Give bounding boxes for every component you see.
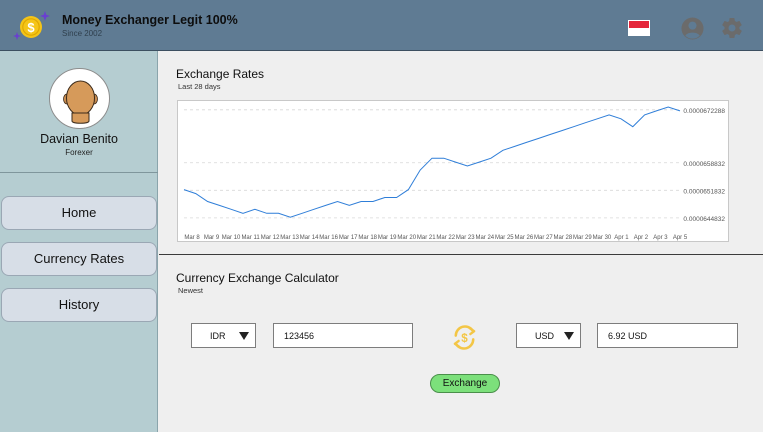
indonesia-flag-icon[interactable] <box>628 20 650 36</box>
x-tick-label: Mar 19 <box>378 235 397 241</box>
section-divider <box>159 254 763 255</box>
svg-text:$: $ <box>27 20 35 35</box>
to-currency-select[interactable]: USD <box>516 323 581 348</box>
x-tick-label: Mar 30 <box>593 235 612 241</box>
x-tick-label: Mar 26 <box>514 235 533 241</box>
x-tick-label: Mar 9 <box>204 235 220 241</box>
y-tick-label: 0.0000658832 <box>683 161 725 168</box>
account-circle-icon[interactable] <box>681 17 704 40</box>
x-tick-label: Apr 5 <box>673 235 688 241</box>
x-tick-label: Mar 28 <box>554 235 573 241</box>
x-tick-label: Mar 21 <box>417 235 436 241</box>
chevron-down-icon <box>239 332 249 340</box>
user-name: Davian Benito <box>40 132 118 146</box>
user-avatar-icon <box>63 80 98 124</box>
x-tick-label: Mar 17 <box>339 235 358 241</box>
x-tick-label: Mar 27 <box>534 235 553 241</box>
x-tick-label: Mar 18 <box>358 235 377 241</box>
result-field: 6.92 USD <box>597 323 738 348</box>
x-tick-label: Apr 2 <box>634 235 649 241</box>
result-value: 6.92 USD <box>608 331 648 341</box>
nav-history-button[interactable]: History <box>1 288 157 322</box>
calculator-subtitle: Newest <box>178 286 204 295</box>
sidebar: Davian Benito Forexer <box>0 51 158 432</box>
x-tick-label: Mar 11 <box>241 235 260 241</box>
x-tick-label: Mar 24 <box>475 235 494 241</box>
calculator-title: Currency Exchange Calculator <box>176 271 339 285</box>
x-tick-label: Mar 29 <box>573 235 592 241</box>
y-tick-label: 0.0000651832 <box>683 188 725 195</box>
to-currency-value: USD <box>535 331 555 341</box>
x-tick-label: Mar 13 <box>280 235 299 241</box>
top-bar: $ Money Exchanger Legit 100% Since 2002 <box>0 0 763 51</box>
amount-input[interactable]: 123456 <box>273 323 413 348</box>
app-title: Money Exchanger Legit 100% <box>62 13 238 27</box>
y-tick-label: 0.0000672288 <box>683 108 725 115</box>
exchange-rate-chart: 0.0000644832 0.0000651832 0.0000658832 0.00… <box>177 100 729 242</box>
x-tick-label: Mar 14 <box>300 235 319 241</box>
svg-text:$: $ <box>461 332 468 345</box>
exchange-button[interactable]: Exchange <box>430 374 500 393</box>
x-tick-label: Mar 12 <box>261 235 280 241</box>
sidebar-divider <box>0 172 158 173</box>
x-tick-label: Mar 10 <box>222 235 241 241</box>
nav-currency-rates-button[interactable]: Currency Rates <box>1 242 157 276</box>
app-subtitle: Since 2002 <box>62 29 103 38</box>
nav-home-button[interactable]: Home <box>1 196 157 230</box>
avatar <box>49 68 110 129</box>
x-tick-label: Apr 1 <box>614 235 629 241</box>
amount-value: 123456 <box>284 331 315 341</box>
dollar-coin-icon: $ <box>13 11 50 40</box>
chevron-down-icon <box>564 332 574 340</box>
rate-series-line <box>183 106 681 218</box>
from-currency-value: IDR <box>210 331 226 341</box>
from-currency-select[interactable]: IDR <box>191 323 256 348</box>
x-tick-label: Mar 25 <box>495 235 514 241</box>
x-tick-label: Mar 8 <box>184 235 200 241</box>
chart-svg: 0.0000644832 0.0000651832 0.0000658832 0.00… <box>183 106 725 241</box>
x-tick-label: Apr 3 <box>653 235 668 241</box>
user-role: Forexer <box>65 148 93 157</box>
x-tick-label: Mar 23 <box>456 235 475 241</box>
x-tick-label: Mar 22 <box>436 235 455 241</box>
rates-title: Exchange Rates <box>176 67 265 81</box>
x-tick-label: Mar 20 <box>397 235 416 241</box>
currency-swap-icon[interactable]: $ <box>449 322 480 353</box>
x-tick-label: Mar 16 <box>319 235 338 241</box>
gear-icon[interactable] <box>720 16 744 40</box>
y-tick-label: 0.0000644832 <box>683 216 725 223</box>
rates-subtitle: Last 28 days <box>178 82 221 91</box>
